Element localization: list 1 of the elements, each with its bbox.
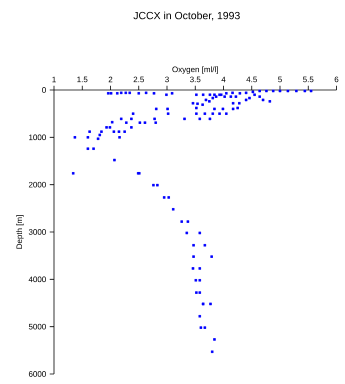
chart-title: JCCX in October, 1993 bbox=[133, 12, 240, 21]
